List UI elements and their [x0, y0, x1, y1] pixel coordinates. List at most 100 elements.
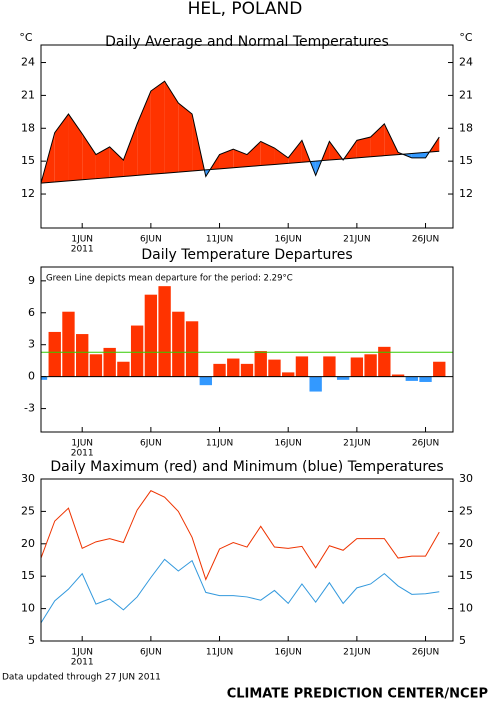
bar [130, 325, 144, 377]
y2-tick-label: 15 [459, 569, 473, 582]
bar [433, 361, 446, 377]
departure-fill [288, 140, 302, 164]
x-tick-label: 26JUN [412, 648, 439, 658]
departure-fill [219, 149, 234, 169]
normal-line [40, 150, 440, 184]
bar [336, 376, 350, 380]
y2-tick-label: 25 [459, 504, 473, 517]
y-tick-label: 20 [21, 537, 35, 550]
y2-tick-label: 10 [459, 602, 473, 615]
temp-line [40, 490, 440, 581]
x-tick-label: 6JUN [140, 235, 162, 245]
bar [103, 347, 116, 377]
x-tick-label: 21JUN [343, 235, 370, 245]
bar [89, 354, 103, 377]
departure-fill [95, 146, 110, 179]
bar [323, 356, 336, 377]
x-tick-label: 21JUN [343, 648, 370, 658]
x-tick-label: 21JUN [343, 439, 370, 449]
departure-fill [356, 137, 371, 158]
departure-fill [109, 146, 124, 178]
x-tick-label: 11JUN [206, 439, 233, 449]
departure-fill [123, 123, 138, 177]
page-title: HEL, POLAND [188, 0, 303, 19]
y-tick-label: 15 [21, 569, 35, 582]
bar [391, 374, 405, 377]
bar [282, 372, 295, 377]
bar [405, 376, 418, 381]
chart-title: Daily Maximum (red) and Minimum (blue) T… [50, 459, 443, 475]
x-tick-label: 1JUN [71, 235, 93, 245]
departure-fill [54, 114, 69, 182]
x-tick-label: 1JUN [71, 648, 93, 658]
bar [309, 376, 322, 392]
credit: CLIMATE PREDICTION CENTER/NCEP [227, 687, 488, 702]
y-tick-label: 5 [28, 634, 35, 647]
x-tick-label: 6JUN [140, 648, 162, 658]
x-tick-label: 6JUN [140, 439, 162, 449]
bar [62, 311, 75, 377]
departure-fill [247, 141, 261, 167]
bar [158, 286, 171, 377]
y-tick-label: 21 [21, 88, 35, 101]
y2-axis-label: °C [459, 31, 473, 44]
bar [199, 376, 212, 386]
x-tick-label: 16JUN [274, 648, 301, 658]
y-tick-label: 3 [28, 338, 35, 351]
chart-title: Daily Temperature Departures [141, 247, 352, 263]
bar [185, 321, 199, 377]
bar [76, 334, 89, 377]
y-tick-label: 6 [28, 306, 35, 319]
y2-tick-label: 20 [459, 537, 473, 550]
y-tick-label: 30 [21, 472, 35, 485]
departure-fill [411, 152, 426, 158]
bar [227, 358, 240, 377]
bar [172, 311, 185, 377]
x-tick-label: 26JUN [412, 439, 439, 449]
x-tick-label: 1JUN [71, 439, 93, 449]
bar [117, 361, 130, 377]
temp-line [40, 558, 440, 624]
departure-fill [164, 81, 179, 174]
departure-fill [178, 103, 193, 173]
bar [213, 363, 226, 377]
plot-frame [40, 478, 454, 642]
departure-fill [233, 149, 247, 168]
y-tick-label: 10 [21, 602, 35, 615]
y2-tick-label: 24 [459, 56, 473, 69]
average-line [40, 80, 440, 184]
departure-fill [82, 133, 96, 180]
departure-fill [370, 123, 385, 157]
x-tick-label: 11JUN [206, 648, 233, 658]
y-tick-label: 18 [21, 121, 35, 134]
departure-fill [137, 91, 151, 176]
y2-tick-label: 18 [459, 121, 473, 134]
bar [364, 354, 377, 377]
bar [41, 376, 48, 380]
x-tick-label: 11JUN [206, 235, 233, 245]
y-axis-label: °C [19, 31, 33, 44]
x-tick-label: 16JUN [274, 439, 301, 449]
y-tick-label: 15 [21, 154, 35, 167]
departure-fill [274, 148, 289, 165]
year-label: 2011 [71, 449, 94, 459]
bar [240, 363, 254, 377]
annotation: Green Line depicts mean departure for th… [46, 274, 293, 284]
y-tick-label: 24 [21, 56, 35, 69]
year-label: 2011 [71, 245, 94, 255]
x-tick-label: 16JUN [274, 235, 301, 245]
y2-tick-label: 5 [459, 634, 466, 647]
bar [295, 356, 309, 377]
chart-title: Daily Average and Normal Temperatures [105, 34, 389, 50]
bar [144, 294, 158, 377]
y2-tick-label: 12 [459, 187, 473, 200]
departure-fill [68, 114, 83, 181]
bar [419, 376, 432, 382]
bar [268, 359, 281, 377]
year-label: 2011 [71, 658, 94, 668]
update-note: Data updated through 27 JUN 2011 [2, 673, 161, 683]
bar [254, 351, 267, 377]
bar [378, 346, 391, 377]
bar [350, 357, 364, 377]
